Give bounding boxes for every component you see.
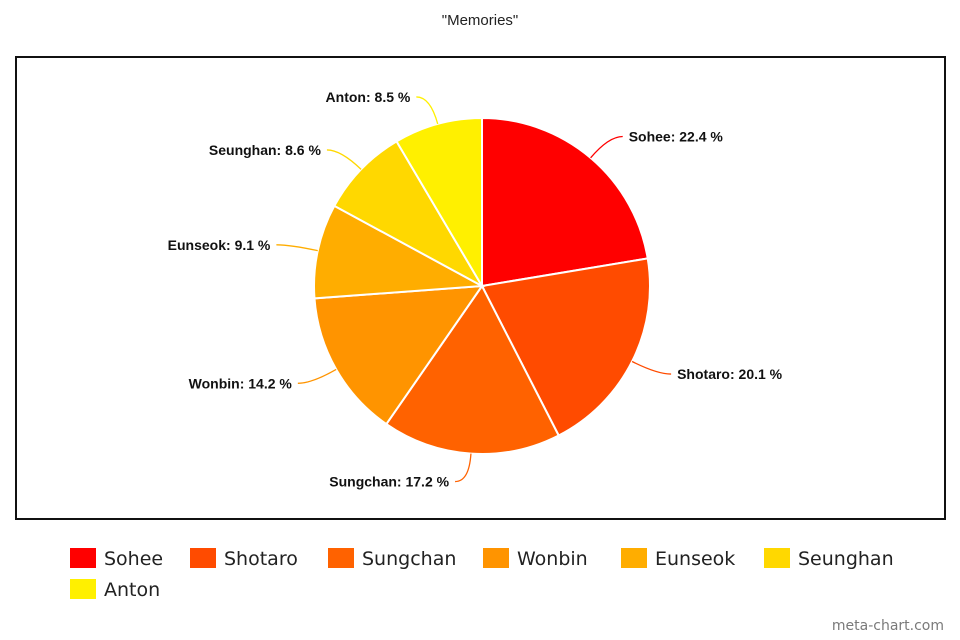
slice-label-eunseok: Eunseok: 9.1 %: [168, 237, 271, 253]
pie-chart: Sohee: 22.4 % Shotaro: 20.1 % Sungchan: 17…: [168, 89, 783, 490]
leader-line-sohee: [590, 135, 623, 159]
pie-slice-eunseok[interactable]: [313, 204, 486, 300]
pie-slice-seunghan[interactable]: [333, 139, 485, 289]
slice-label-seunghan: Seunghan: 8.6 %: [209, 142, 322, 158]
legend-label: Eunseok: [655, 548, 736, 570]
legend-label: Sohee: [104, 548, 164, 570]
legend-swatch: [764, 548, 790, 568]
legend-swatch: [328, 548, 354, 568]
leader-line-eunseok: [276, 244, 318, 252]
slice-label-sungchan: Sungchan: 17.2 %: [329, 474, 449, 490]
leader-line-wonbin: [297, 368, 337, 384]
leader-line-sungchan: [455, 453, 472, 483]
leader-line-seunghan: [326, 149, 362, 170]
pie-slice-wonbin[interactable]: [313, 284, 485, 426]
slice-label-shotaro: Shotaro: 20.1 %: [677, 366, 783, 382]
legend-label: Anton: [104, 579, 161, 601]
pie-slice-anton[interactable]: [395, 116, 483, 290]
legend-swatch: [483, 548, 509, 568]
legend-label: Shotaro: [224, 548, 298, 570]
legend-swatch: [190, 548, 216, 568]
slice-label-wonbin: Wonbin: 14.2 %: [189, 375, 293, 391]
legend-label: Seunghan: [798, 548, 894, 570]
pie-slice-sohee[interactable]: [481, 116, 649, 288]
chart-title: "Memories": [441, 12, 519, 29]
legend-swatch: [621, 548, 647, 568]
slice-label-sohee: Sohee: 22.4 %: [629, 128, 724, 144]
slice-label-anton: Anton: 8.5 %: [326, 89, 411, 105]
leader-line-anton: [416, 96, 439, 125]
watermark[interactable]: meta-chart.com: [831, 618, 944, 634]
legend-swatch: [70, 548, 96, 568]
plot-area: Sohee: 22.4 % Shotaro: 20.1 % Sungchan: 17…: [15, 56, 946, 520]
legend-swatch: [70, 579, 96, 599]
legend-label: Wonbin: [517, 548, 588, 570]
pie-slice-sungchan[interactable]: [384, 284, 561, 455]
legend-label: Sungchan: [362, 548, 457, 570]
leader-line-shotaro: [631, 360, 672, 375]
